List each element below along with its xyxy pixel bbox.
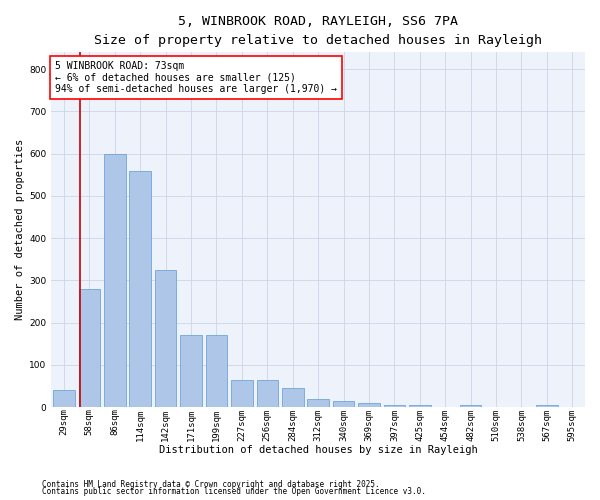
Y-axis label: Number of detached properties: Number of detached properties <box>15 139 25 320</box>
Bar <box>206 336 227 407</box>
Bar <box>536 405 557 407</box>
Bar <box>307 398 329 407</box>
Bar <box>79 289 100 407</box>
Bar <box>130 170 151 407</box>
Bar <box>409 405 431 407</box>
Bar <box>53 390 75 407</box>
X-axis label: Distribution of detached houses by size in Rayleigh: Distribution of detached houses by size … <box>159 445 478 455</box>
Bar <box>155 270 176 407</box>
Bar <box>358 403 380 407</box>
Title: 5, WINBROOK ROAD, RAYLEIGH, SS6 7PA
Size of property relative to detached houses: 5, WINBROOK ROAD, RAYLEIGH, SS6 7PA Size… <box>94 15 542 47</box>
Text: Contains public sector information licensed under the Open Government Licence v3: Contains public sector information licen… <box>42 488 426 496</box>
Bar <box>282 388 304 407</box>
Bar <box>333 401 355 407</box>
Bar <box>257 380 278 407</box>
Bar <box>460 405 481 407</box>
Bar <box>104 154 125 407</box>
Bar <box>383 405 405 407</box>
Bar <box>180 336 202 407</box>
Text: Contains HM Land Registry data © Crown copyright and database right 2025.: Contains HM Land Registry data © Crown c… <box>42 480 380 489</box>
Bar <box>231 380 253 407</box>
Text: 5 WINBROOK ROAD: 73sqm
← 6% of detached houses are smaller (125)
94% of semi-det: 5 WINBROOK ROAD: 73sqm ← 6% of detached … <box>55 61 337 94</box>
